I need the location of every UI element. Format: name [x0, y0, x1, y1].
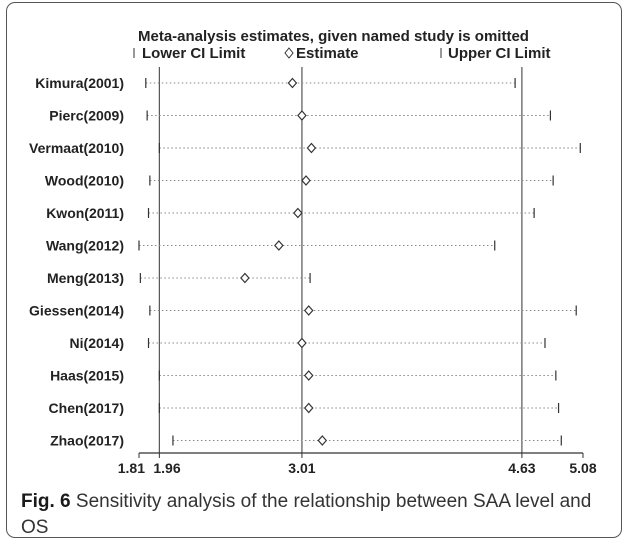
study-row: Haas(2015)	[50, 368, 557, 384]
x-tick-label: 1.81	[118, 460, 145, 476]
x-axis: 1.81 1.96 3.01 4.63 5.08	[118, 452, 597, 476]
study-row: Giessen(2014)	[29, 303, 577, 319]
study-row: Vermaat(2010)	[29, 140, 581, 156]
study-row: Wang(2012)	[46, 238, 496, 254]
figure-frame: Meta-analysis estimates, given named stu…	[6, 2, 622, 538]
estimate-marker	[303, 370, 314, 381]
reference-lines	[158, 67, 523, 453]
study-label: Haas(2015)	[50, 368, 124, 384]
study-label: Zhao(2017)	[50, 433, 124, 449]
study-label: Meng(2013)	[47, 270, 124, 286]
x-tick-label: 1.96	[153, 460, 180, 476]
study-row: Zhao(2017)	[50, 433, 562, 449]
chart-title: Meta-analysis estimates, given named stu…	[138, 28, 529, 45]
estimate-marker	[297, 337, 307, 349]
caption-text: Sensitivity analysis of the relationship…	[21, 491, 592, 538]
estimate-marker	[317, 435, 328, 446]
study-label: Kwon(2011)	[46, 205, 124, 221]
study-label: Kimura(2001)	[35, 75, 124, 91]
study-label: Vermaat(2010)	[29, 140, 124, 156]
study-row: Meng(2013)	[47, 270, 311, 286]
x-tick-label: 5.08	[569, 460, 596, 476]
estimate-marker	[297, 110, 307, 121]
estimate-marker	[303, 402, 314, 414]
study-rows: Kimura(2001) Pierc(2009) Vermaat(2010) Wood…	[29, 75, 581, 449]
estimate-marker	[293, 207, 303, 219]
legend-lower-label: Lower CI Limit	[142, 45, 245, 62]
legend: Lower CI Limit Estimate Upper CI Limit	[133, 45, 551, 62]
x-tick-label: 4.63	[508, 460, 535, 476]
estimate-marker	[287, 77, 298, 89]
study-row: Kwon(2011)	[46, 205, 535, 221]
caption-label: Fig. 6	[21, 491, 71, 512]
x-tick-label: 3.01	[288, 460, 315, 476]
estimate-marker	[303, 305, 314, 316]
study-label: Pierc(2009)	[49, 108, 124, 124]
legend-estimate-marker	[284, 47, 294, 59]
study-row: Kimura(2001)	[35, 75, 516, 91]
study-row: Chen(2017)	[49, 400, 560, 416]
legend-estimate-label: Estimate	[296, 45, 359, 62]
estimate-marker	[306, 142, 317, 154]
study-label: Giessen(2014)	[29, 303, 124, 319]
study-row: Wood(2010)	[45, 173, 554, 189]
study-label: Chen(2017)	[49, 400, 124, 416]
estimate-marker	[301, 175, 311, 186]
estimate-marker	[274, 240, 284, 251]
estimate-marker	[240, 272, 250, 284]
study-row: Pierc(2009)	[49, 108, 552, 124]
figure-caption: Fig. 6 Sensitivity analysis of the relat…	[21, 489, 621, 541]
study-label: Wang(2012)	[46, 238, 124, 254]
study-label: Wood(2010)	[45, 173, 124, 189]
study-label: Ni(2014)	[70, 335, 124, 351]
study-row: Ni(2014)	[70, 335, 546, 351]
sensitivity-chart: Meta-analysis estimates, given named stu…	[29, 28, 597, 476]
legend-upper-label: Upper CI Limit	[448, 45, 551, 62]
